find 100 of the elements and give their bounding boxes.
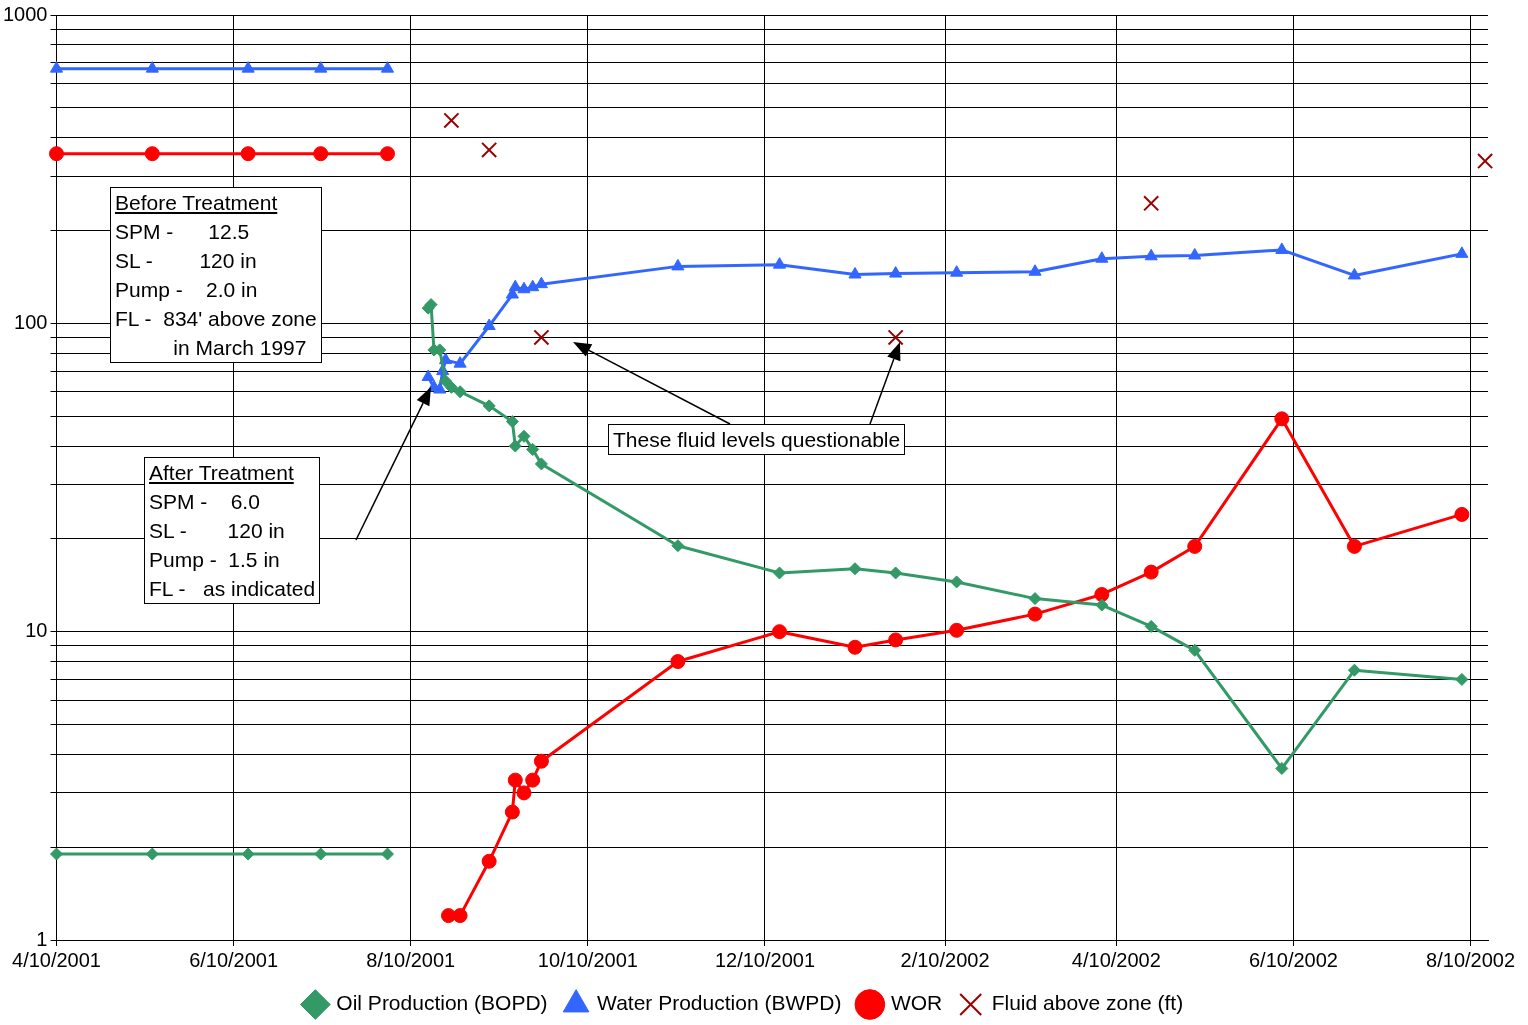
annotation: After Treatment SPM - 6.0 SL - 120 in Pump - 1.5 in FL - as indicated	[149, 460, 316, 602]
point	[1454, 506, 1470, 522]
point	[1028, 264, 1042, 276]
point	[508, 439, 522, 453]
point	[453, 356, 467, 368]
point	[889, 266, 903, 278]
point	[1347, 267, 1361, 280]
point	[533, 329, 550, 346]
point	[526, 442, 540, 456]
point	[48, 146, 64, 162]
point	[439, 374, 453, 388]
legend-label: Fluid above zone (ft)	[991, 991, 1184, 1015]
point	[1143, 564, 1159, 580]
point	[848, 267, 862, 279]
point	[1095, 251, 1109, 263]
point	[444, 380, 458, 394]
point	[443, 112, 460, 129]
legend-label: Oil Production (BOPD)	[336, 991, 548, 1015]
point	[453, 385, 467, 399]
point	[144, 146, 160, 162]
point	[1187, 538, 1203, 554]
x-tick-label: 12/10/2001	[714, 948, 816, 971]
point	[670, 654, 686, 670]
point	[1143, 195, 1160, 212]
point	[481, 853, 497, 869]
point	[240, 146, 256, 162]
point	[517, 281, 531, 294]
x-tick-label: 2/10/2002	[900, 948, 990, 971]
point	[313, 146, 329, 162]
point	[482, 399, 496, 413]
point	[1144, 619, 1158, 633]
y-tick-label: 1000	[2, 2, 48, 25]
point	[772, 624, 788, 640]
point	[671, 539, 685, 553]
point	[1346, 538, 1362, 554]
point	[1144, 248, 1158, 261]
point	[1188, 643, 1202, 657]
legend-label: Water Production (BWPD)	[597, 991, 842, 1015]
x-tick-label: 4/10/2001	[12, 948, 101, 971]
x-tick-label: 6/10/2002	[1248, 948, 1338, 971]
point	[508, 279, 522, 292]
point	[505, 415, 519, 429]
point	[534, 276, 548, 289]
point	[241, 61, 255, 73]
point	[950, 575, 964, 589]
point	[1455, 672, 1469, 686]
point	[381, 847, 395, 861]
point	[314, 847, 328, 861]
point	[241, 847, 255, 861]
point	[504, 804, 520, 820]
point	[950, 265, 964, 277]
point	[145, 61, 159, 73]
point	[772, 257, 787, 269]
point	[525, 772, 541, 788]
x-tick-label: 10/10/2001	[537, 948, 638, 971]
point	[949, 622, 965, 638]
point	[516, 785, 532, 801]
point	[1188, 247, 1202, 260]
point	[517, 429, 531, 443]
point	[380, 146, 396, 162]
point	[481, 141, 498, 159]
point	[314, 61, 328, 73]
point	[534, 457, 548, 471]
legend-label: WOR	[890, 991, 943, 1015]
point	[145, 847, 159, 861]
x-tick-label: 8/10/2002	[1426, 948, 1516, 971]
point	[440, 908, 456, 924]
point	[380, 61, 395, 73]
point	[433, 382, 447, 394]
point	[671, 258, 685, 271]
point	[1094, 586, 1110, 602]
annotation: Before Treatment SPM - 12.5 SL - 120 in Pump - 2.0 in FL - 834' above zone in March 1997	[115, 190, 317, 361]
point	[848, 562, 862, 576]
y-tick-label: 1	[36, 927, 48, 950]
point	[421, 369, 435, 381]
point	[1477, 152, 1494, 170]
point	[1275, 242, 1289, 254]
point	[482, 318, 496, 331]
point	[1095, 598, 1109, 612]
annotation: These fluid levels questionable	[613, 427, 901, 453]
point	[1455, 246, 1469, 258]
point	[1347, 663, 1361, 677]
point	[1275, 761, 1289, 775]
point	[533, 753, 549, 769]
y-tick-label: 10	[25, 619, 48, 642]
point	[526, 279, 540, 292]
point	[773, 566, 787, 580]
point	[1027, 606, 1043, 622]
x-tick-label: 8/10/2001	[366, 948, 456, 971]
point	[889, 566, 903, 580]
point	[888, 632, 904, 648]
point	[847, 639, 863, 655]
point	[452, 908, 468, 924]
point	[49, 847, 63, 861]
x-tick-label: 4/10/2002	[1071, 948, 1161, 971]
point	[49, 61, 64, 73]
point	[1274, 411, 1290, 427]
y-tick-label: 100	[14, 310, 48, 333]
point	[887, 329, 904, 346]
point	[1028, 592, 1042, 606]
